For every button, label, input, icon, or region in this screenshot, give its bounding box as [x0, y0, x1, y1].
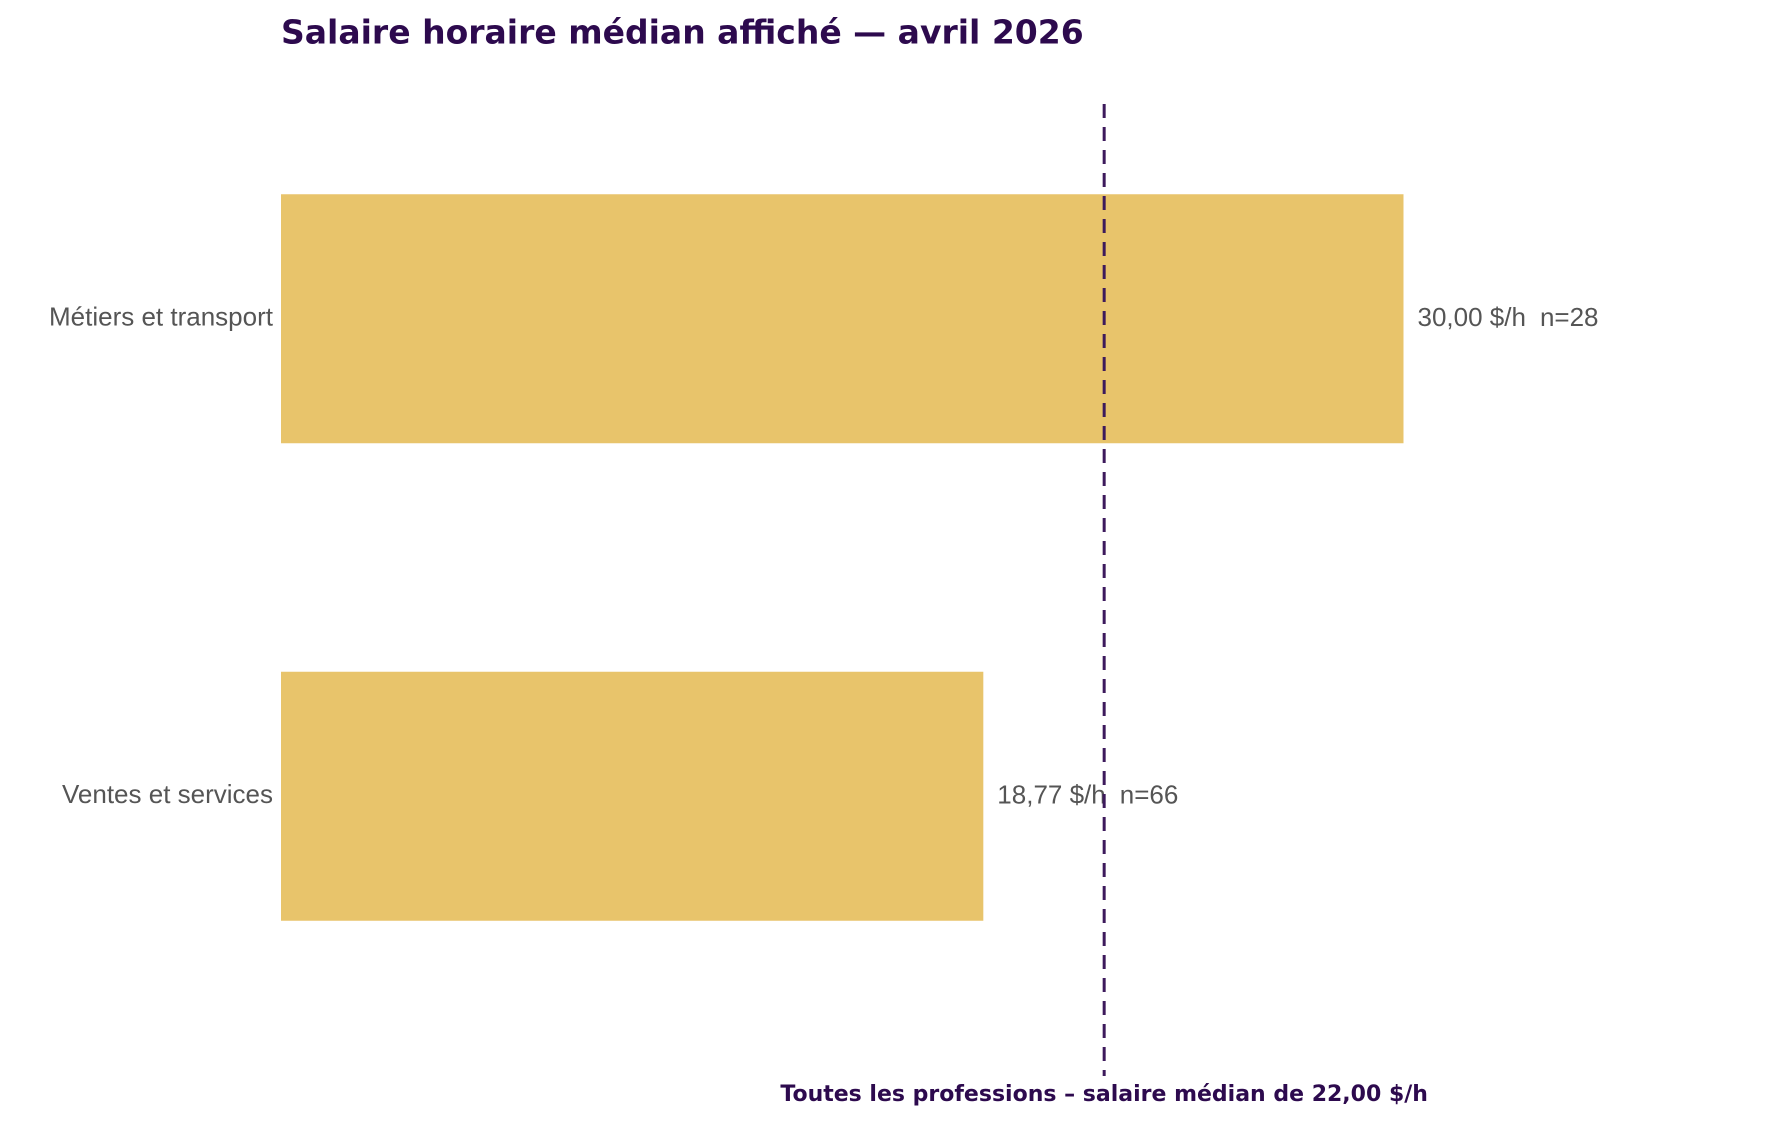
value-label: 30,00 $/h [1418, 302, 1526, 332]
count-label: n=28 [1540, 302, 1599, 332]
count-label: n=66 [1120, 779, 1179, 809]
value-label: 18,77 $/h [997, 779, 1105, 809]
category-label: Ventes et services [62, 779, 273, 809]
category-label: Métiers et transport [49, 302, 274, 332]
value-label: 30,00 $/h n=28 [1418, 302, 1599, 332]
reference-label: Toutes les professions – salaire médian … [780, 1082, 1428, 1107]
bar [281, 194, 1404, 444]
bar [281, 671, 984, 921]
value-label: 18,77 $/h n=66 [997, 779, 1178, 809]
chart-title: Salaire horaire médian affiché — avril 2… [281, 13, 1084, 52]
